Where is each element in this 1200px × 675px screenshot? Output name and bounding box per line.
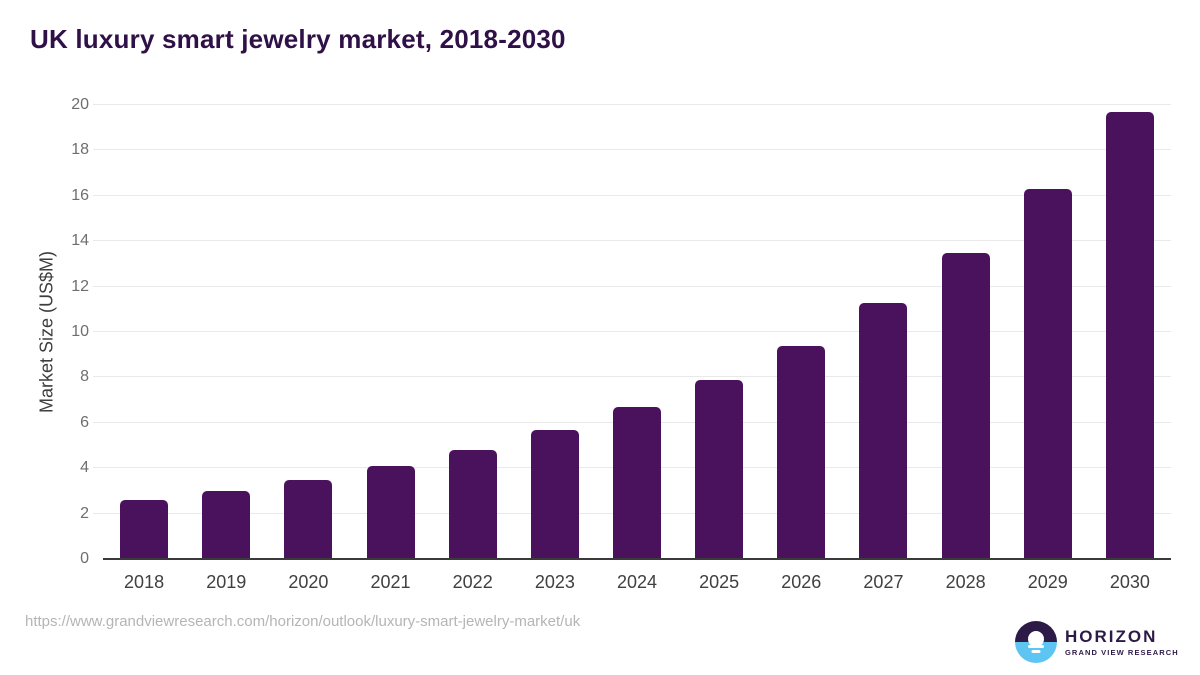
bar-slot: 2021 [349,105,431,592]
x-tick-label: 2020 [288,572,329,592]
bar-slot: 2030 [1089,105,1171,592]
x-tick-label: 2018 [124,572,165,592]
y-tick-label: 6 [80,413,89,431]
bar-2021 [366,465,415,559]
bar-2027 [859,302,908,559]
y-tick-label: 18 [71,141,89,159]
x-tick-label: 2022 [452,572,493,592]
bar-2025 [695,379,744,559]
x-tick-label: 2021 [370,572,411,592]
x-tick-label: 2028 [945,572,986,592]
source-url: https://www.grandviewresearch.com/horizo… [25,613,581,630]
gridline [93,194,1171,196]
logo-name: HORIZON [1065,627,1158,646]
bar-slot: 2025 [678,105,760,592]
bar-slot: 2018 [103,105,185,592]
gridline [93,376,1171,378]
horizon-logo: HORIZON GRAND VIEW RESEARCH [1015,621,1179,663]
x-tick-label: 2025 [699,572,740,592]
bar-2030 [1105,111,1154,559]
gridline [93,331,1171,332]
horizon-line-small-icon [1031,649,1041,653]
bar-slot: 2026 [760,105,842,592]
gridline [93,104,1171,105]
y-tick-label: 14 [71,232,89,250]
x-tick-label: 2023 [534,572,575,592]
bar-2024 [612,406,661,559]
y-tick-label: 16 [71,186,89,204]
bar-2029 [1023,189,1072,559]
x-tick-label: 2026 [781,572,822,592]
y-tick-label: 8 [80,368,89,386]
bar-slot: 2023 [514,105,596,592]
x-tick-label: 2027 [863,572,904,592]
bar-2022 [448,450,497,559]
bar-2019 [202,490,251,559]
logo-tagline: GRAND VIEW RESEARCH [1065,648,1179,657]
x-tick-label: 2030 [1109,572,1150,592]
horizon-line-icon [1028,645,1044,649]
y-tick-label: 4 [80,459,89,477]
gridline [93,240,1171,242]
plot-area: 0 2 4 6 8 10 12 14 16 18 20 2018 2019 2020 2021 2022 20… [71,97,1171,592]
bar-slot: 2027 [842,105,924,592]
x-tick-label: 2029 [1027,572,1068,592]
bar-2028 [941,252,990,559]
bar-2020 [284,479,333,559]
x-axis-line [103,558,1171,560]
x-tick-label: 2019 [206,572,247,592]
sun-dot-icon [1028,631,1044,648]
gridline [93,149,1171,151]
gridline [93,285,1171,287]
bar-slot: 2019 [185,105,267,592]
chart-title: UK luxury smart jewelry market, 2018-203… [30,24,566,54]
x-tick-label: 2024 [616,572,658,592]
bar-slot: 2028 [925,105,1007,592]
bar-2018 [120,499,169,559]
bar-slot: 2029 [1007,105,1089,592]
logo-text: HORIZON GRAND VIEW RESEARCH [1065,627,1179,657]
bar-slot: 2024 [596,105,678,592]
y-tick-label: 20 [71,96,89,113]
bar-slot: 2020 [267,105,349,592]
bar-slot: 2022 [432,105,514,592]
y-tick-label: 10 [71,323,89,340]
y-tick-label: 2 [80,504,89,522]
y-tick-label: 12 [71,277,89,295]
horizon-logo-icon [1015,621,1057,663]
y-tick-label: 0 [80,550,89,567]
bar-2026 [777,345,826,559]
bar-2023 [530,429,579,559]
